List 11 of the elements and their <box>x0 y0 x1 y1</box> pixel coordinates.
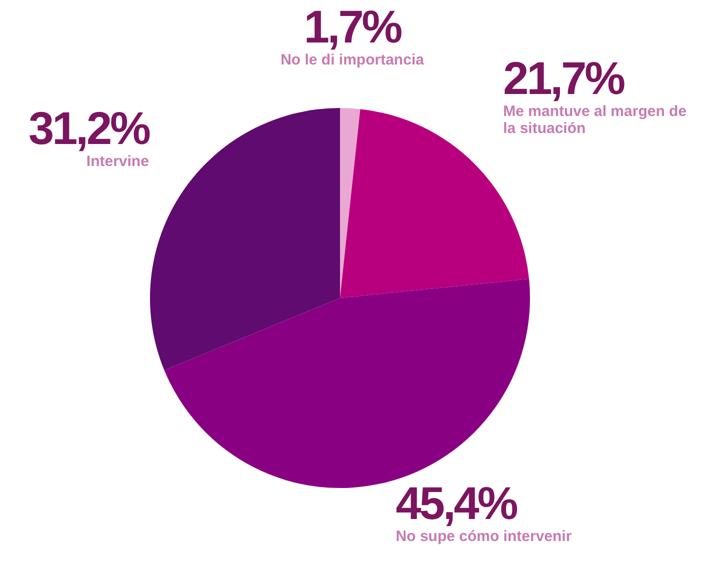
data-label: 45,4% <box>396 477 518 530</box>
data-label: 21,7% <box>503 52 625 104</box>
data-label: 31,2% <box>28 102 150 154</box>
pie-slice <box>164 278 530 488</box>
slice-label: No supe cómo intervenir <box>396 528 572 546</box>
pie-slice <box>150 108 340 370</box>
slice-label: Me mantuve al margen de la situación <box>503 102 687 137</box>
slice-label: Intervine <box>86 152 149 170</box>
data-label: 1,7% <box>304 0 402 52</box>
slice-label: No le di importancia <box>280 51 425 68</box>
pie-slice <box>340 108 360 298</box>
